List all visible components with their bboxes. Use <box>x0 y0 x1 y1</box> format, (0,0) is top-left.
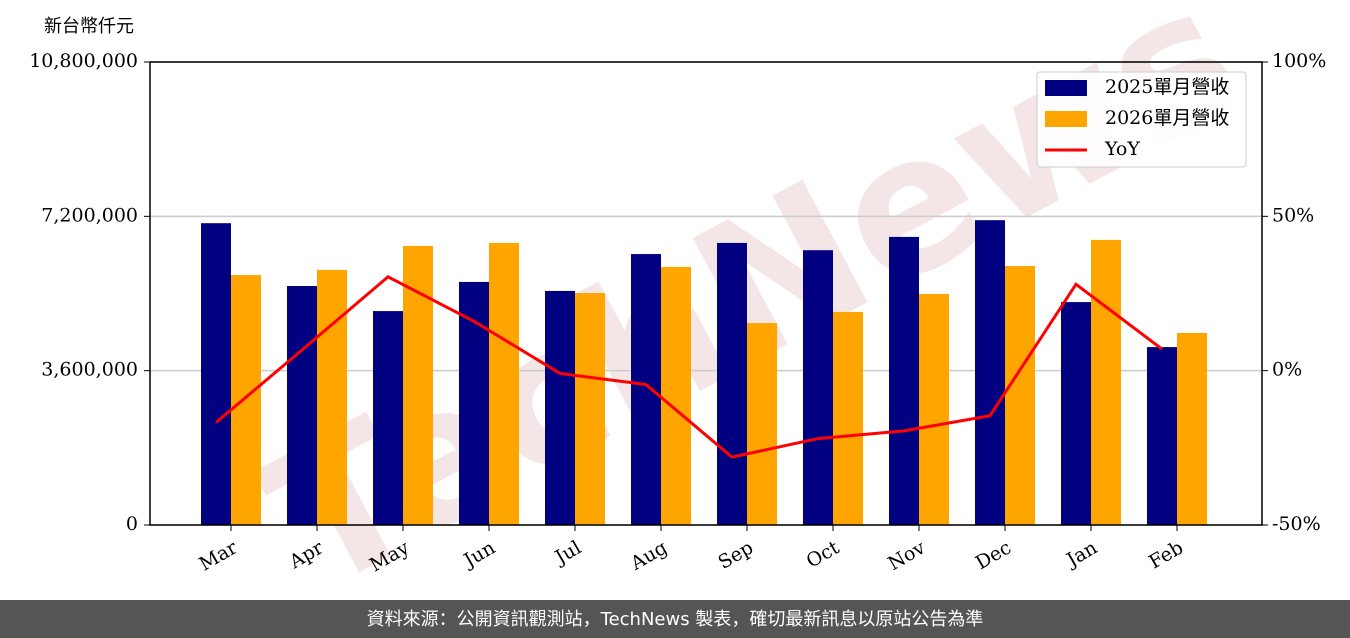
bar <box>661 266 691 525</box>
y-tick-label: 10,800,000 <box>29 50 138 72</box>
x-tick-label: Jul <box>550 537 585 570</box>
y-axis-title: 新台幣仟元 <box>44 16 134 37</box>
plot-frame <box>149 61 1263 526</box>
y2-tick-label: 100% <box>1272 50 1326 72</box>
x-tick-label: Dec <box>972 537 1015 575</box>
bar <box>545 290 575 525</box>
y-tick-label: 3,600,000 <box>41 359 138 381</box>
bar <box>317 269 347 525</box>
bar <box>975 220 1005 526</box>
bar <box>1091 239 1121 525</box>
bar <box>489 242 519 525</box>
bar <box>201 223 231 525</box>
x-tick-label: Nov <box>884 536 929 575</box>
bar <box>459 281 489 525</box>
line <box>215 275 1163 459</box>
bar <box>919 293 949 525</box>
bar <box>1147 347 1177 525</box>
bar <box>889 236 919 525</box>
x-tick-label: Oct <box>803 536 844 572</box>
bar <box>747 323 777 525</box>
bar <box>373 311 403 525</box>
bar <box>575 293 605 525</box>
x-tick-label: Feb <box>1145 537 1187 574</box>
bar <box>803 250 833 525</box>
bar <box>631 254 661 525</box>
legend-label: 2025單月營收 <box>1105 76 1229 98</box>
x-tick-label: Sep <box>714 537 757 574</box>
footer-bar <box>0 600 1350 638</box>
legend-label: YoY <box>1104 138 1140 160</box>
x-tick-label: Mar <box>195 536 241 575</box>
y2-tick-label: -50% <box>1272 513 1321 535</box>
bar <box>287 285 317 525</box>
bar <box>231 275 261 525</box>
legend-swatch <box>1045 80 1087 96</box>
bar <box>1177 332 1207 525</box>
bar <box>1005 266 1035 525</box>
legend-swatch <box>1045 111 1087 127</box>
y-tick-label: 0 <box>126 513 138 535</box>
y-tick-label: 7,200,000 <box>41 204 138 226</box>
bar <box>717 242 747 525</box>
y2-tick-label: 0% <box>1272 359 1302 381</box>
bar <box>833 311 863 525</box>
legend-label: 2026單月營收 <box>1105 107 1229 129</box>
y2-tick-label: 50% <box>1272 204 1314 226</box>
bar <box>1061 302 1091 525</box>
x-tick-label: Jan <box>1061 537 1101 573</box>
legend-box <box>1036 71 1247 168</box>
footer: 資料來源：公開資訊觀測站，TechNews 製表，確切最新訊息以原站公告為準 <box>367 609 984 630</box>
x-tick-label: Aug <box>626 537 671 576</box>
